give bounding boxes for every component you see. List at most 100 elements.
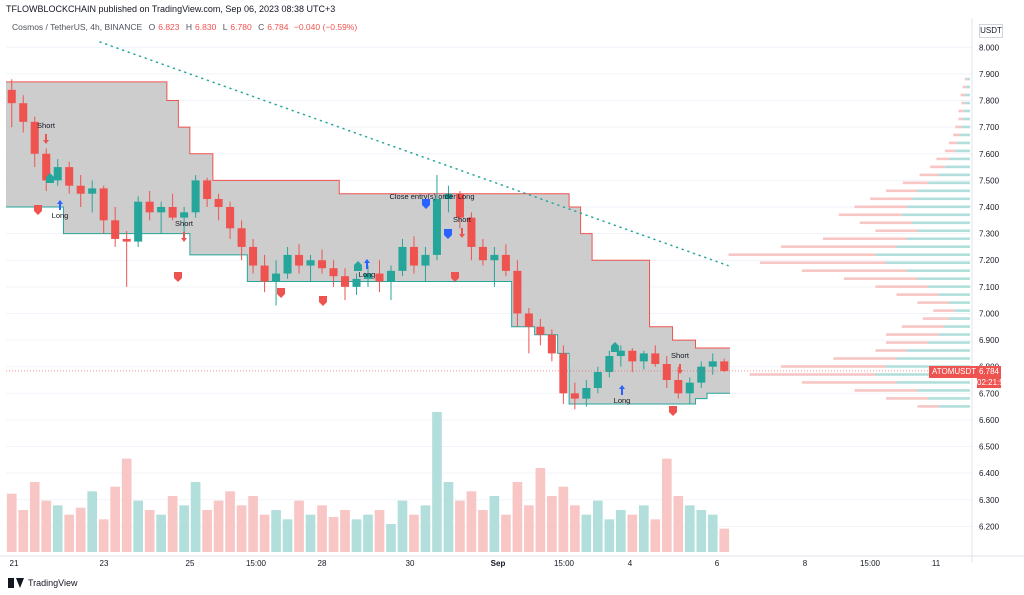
last-price-label: 6.784 02:21:54 <box>977 366 1009 388</box>
profile-down-36 <box>781 365 886 368</box>
profile-down-3 <box>961 101 965 105</box>
y-tick-label-15: 6.500 <box>979 443 1000 452</box>
volume-bar-33 <box>386 524 396 552</box>
volume-bar-6 <box>75 507 86 552</box>
y-tick-label-0: 8.000 <box>979 43 1000 52</box>
volume-bar-5 <box>64 514 75 552</box>
candle-body-29 <box>340 276 350 287</box>
high-value: 6.830 <box>195 22 217 32</box>
candle-body-38 <box>444 193 453 200</box>
x-tick-label-9: 6 <box>715 559 720 568</box>
signal-badge-icon-10 <box>669 406 677 416</box>
signal-label-1: Long <box>52 211 69 220</box>
candle-body-6 <box>76 185 85 194</box>
buy-arrow-icon-1 <box>57 200 63 210</box>
x-tick-label-0: 21 <box>10 559 19 568</box>
profile-up-28 <box>949 301 970 304</box>
candle-body-33 <box>386 270 396 282</box>
profile-up-31 <box>943 325 970 328</box>
volume-bar-15 <box>179 505 189 552</box>
profile-up-22 <box>875 253 970 257</box>
close-value: 6.784 <box>267 22 289 32</box>
volume-bar-25 <box>294 500 304 552</box>
open-label: O <box>148 22 156 32</box>
y-tick-label-13: 6.700 <box>979 389 1000 398</box>
candle-body-14 <box>168 207 177 218</box>
profile-down-35 <box>833 357 897 360</box>
x-tick-label-11: 15:00 <box>860 559 881 568</box>
profile-down-27 <box>896 293 939 296</box>
volume-bar-43 <box>501 514 511 552</box>
price-axis[interactable]: 8.000 7.900 7.800 7.700 7.600 7.500 7.400 7.300… <box>971 18 1000 562</box>
profile-down-38 <box>802 381 897 384</box>
signal-badge-icon-9 <box>611 342 619 352</box>
volume-bar-7 <box>87 491 98 552</box>
candle-body-16 <box>191 180 200 213</box>
profile-down-11 <box>930 165 945 169</box>
signal-badge-icon-8 <box>451 272 459 282</box>
volume-bar-57 <box>661 458 672 552</box>
profile-up-26 <box>928 285 970 288</box>
profile-up-6 <box>961 125 970 129</box>
candle-body-28 <box>329 268 338 277</box>
profile-up-11 <box>944 165 970 169</box>
x-tick-label-2: 25 <box>186 559 195 568</box>
volume-bar-18 <box>213 500 224 552</box>
tradingview-logo-icon <box>8 578 24 588</box>
volume-bar-27 <box>317 505 327 552</box>
profile-down-37 <box>749 373 876 376</box>
signal-badge-icon-5 <box>354 261 362 271</box>
candle-body-23 <box>272 273 281 282</box>
profile-up-30 <box>949 317 970 320</box>
time-axis[interactable]: 21 23 25 15:00 28 30 Sep 15:00 4 6 8 15:00 11 <box>0 555 1024 568</box>
volume-bar-0 <box>6 493 17 552</box>
volume-bar-46 <box>535 468 546 552</box>
volume-bar-8 <box>98 519 109 552</box>
profile-up-0 <box>966 77 970 81</box>
volume-bar-37 <box>432 412 442 552</box>
profile-up-36 <box>886 365 970 368</box>
candle-body-34 <box>398 246 407 271</box>
volume-bar-12 <box>144 510 155 552</box>
y-tick-label-1: 7.900 <box>979 70 1000 79</box>
profile-down-6 <box>955 125 962 129</box>
candle-body-20 <box>237 228 246 247</box>
candle-body-11 <box>134 201 143 242</box>
profile-up-38 <box>896 381 970 384</box>
candle-body-52 <box>605 356 614 373</box>
volume-bar-1 <box>18 510 29 552</box>
candle-body-47 <box>547 334 556 354</box>
signal-label-3: Long <box>359 270 376 279</box>
volume-bar-44 <box>512 482 523 552</box>
volume-bar-21 <box>248 496 258 552</box>
candle-body-40 <box>467 217 476 247</box>
candle-body-35 <box>409 246 418 266</box>
footer-brand[interactable]: TradingView <box>8 578 78 588</box>
candle-body-19 <box>226 207 235 229</box>
profile-up-40 <box>928 397 970 400</box>
bar-countdown: 02:21:54 <box>977 378 1009 387</box>
currency-selector[interactable]: USDT <box>979 24 1003 38</box>
low-label: L <box>222 22 228 32</box>
volume-bar-28 <box>328 517 339 552</box>
candle-body-27 <box>318 260 327 269</box>
signal-label-5: Short <box>453 215 472 224</box>
profile-up-29 <box>954 309 970 312</box>
x-tick-label-8: 4 <box>628 559 633 568</box>
volume-bar-39 <box>455 500 465 552</box>
volume-bar-30 <box>351 519 362 552</box>
channel-fill <box>6 81 730 404</box>
volume-bar-40 <box>466 491 477 552</box>
profile-up-1 <box>965 85 970 89</box>
profile-down-41 <box>917 405 939 408</box>
candle-body-30 <box>352 278 361 287</box>
profile-up-37 <box>875 373 970 376</box>
profile-up-14 <box>917 189 970 193</box>
profile-down-29 <box>933 309 955 312</box>
y-tick-label-6: 7.400 <box>979 203 1000 212</box>
volume-bar-32 <box>374 510 385 552</box>
candle-body-58 <box>674 380 683 394</box>
volume-bar-38 <box>443 482 454 552</box>
volume-bar-42 <box>489 496 500 552</box>
